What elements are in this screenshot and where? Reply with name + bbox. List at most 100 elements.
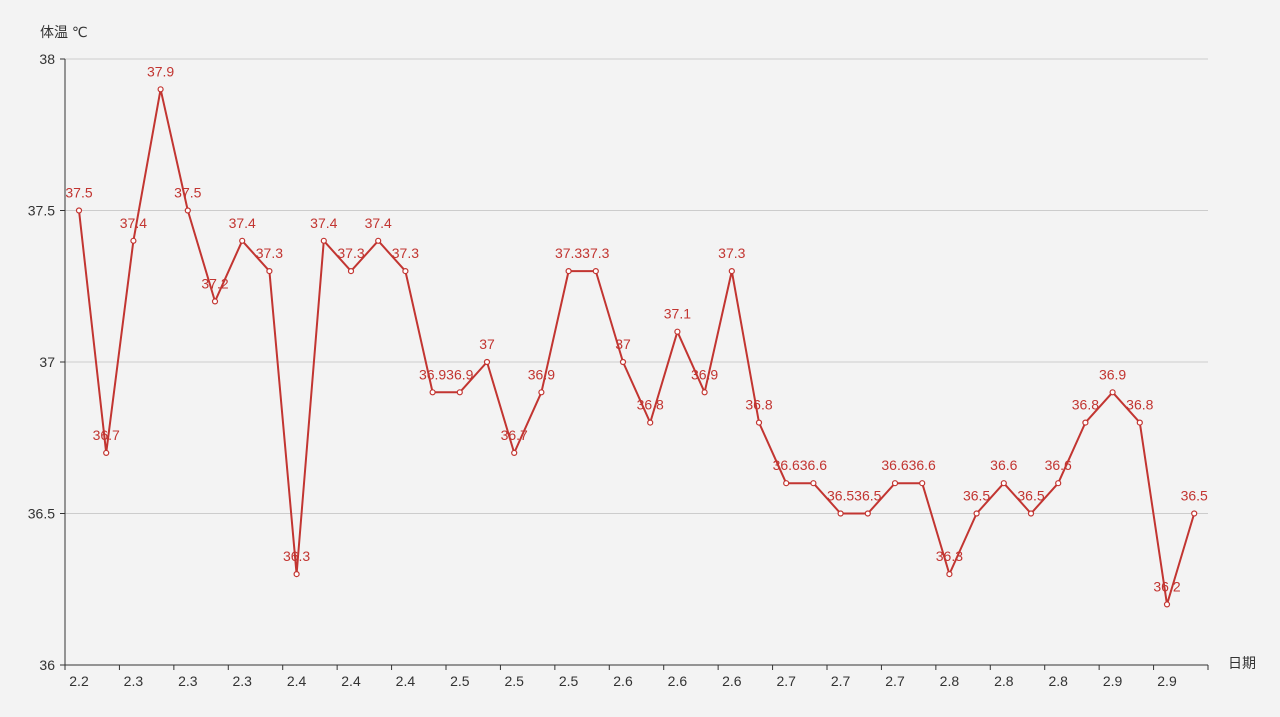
- x-tick-label: 2.6: [668, 673, 688, 689]
- data-label: 36.5: [1017, 488, 1044, 504]
- data-point: [1109, 389, 1116, 396]
- data-label: 36.6: [909, 457, 936, 473]
- data-point: [75, 207, 83, 214]
- data-point: [511, 449, 518, 456]
- data-label: 36.5: [854, 488, 881, 504]
- data-label: 36.7: [501, 427, 528, 443]
- y-tick-label: 38: [39, 51, 55, 67]
- data-label: 37.2: [201, 275, 228, 291]
- data-point: [239, 237, 246, 244]
- data-point: [402, 268, 409, 275]
- data-point: [375, 237, 382, 244]
- data-label: 36.5: [827, 488, 854, 504]
- data-point: [755, 419, 763, 426]
- x-tick-label: 2.2: [69, 673, 89, 689]
- data-point: [347, 268, 355, 275]
- x-tick-label: 2.7: [776, 673, 796, 689]
- x-tick-label: 2.3: [124, 673, 144, 689]
- data-label: 37.3: [555, 245, 582, 261]
- x-tick-label: 2.4: [341, 673, 361, 689]
- data-point: [1027, 510, 1035, 517]
- y-axis-ticks: 36 36.5 37 37.5 38: [28, 51, 65, 673]
- y-axis-title: 体温 ℃: [40, 24, 88, 40]
- x-tick-label: 2.6: [722, 673, 742, 689]
- data-label: 37.5: [174, 185, 201, 201]
- data-point: [592, 268, 599, 275]
- data-label: 37.4: [229, 215, 256, 231]
- data-label: 36.6: [990, 457, 1017, 473]
- grid-lines: [65, 58, 1208, 514]
- data-point: [701, 389, 708, 396]
- data-point: [320, 237, 327, 244]
- x-tick-label: 2.4: [287, 673, 307, 689]
- data-label: 36.3: [936, 548, 963, 564]
- data-point: [184, 207, 191, 214]
- data-point: [266, 268, 273, 275]
- x-tick-label: 2.8: [1048, 673, 1068, 689]
- data-point: [919, 480, 926, 487]
- data-label: 37.3: [392, 245, 419, 261]
- data-point: [1000, 480, 1007, 487]
- x-axis-ticks: 2.2 2.3 2.3 2.3 2.4 2.4 2.4 2.5 2.5 2.5 2.6 2.6 2.6 2…: [64, 665, 1209, 689]
- data-point: [864, 510, 871, 517]
- data-label: 36.8: [1072, 397, 1099, 413]
- x-tick-label: 2.4: [396, 673, 416, 689]
- data-label: 37.4: [365, 215, 392, 231]
- data-label: 36.2: [1153, 578, 1180, 594]
- data-label: 36.6: [1045, 457, 1072, 473]
- data-point: [103, 449, 110, 456]
- data-point: [293, 570, 300, 578]
- data-point: [647, 419, 654, 426]
- data-label: 37.9: [147, 63, 174, 79]
- data-point: [837, 510, 844, 517]
- y-tick-label: 37: [39, 354, 55, 370]
- data-label: 36.5: [1181, 488, 1208, 504]
- data-label: 36.9: [419, 366, 446, 382]
- data-label: 37.3: [256, 245, 283, 261]
- data-label: 37: [479, 336, 495, 352]
- y-tick-label: 36: [39, 657, 55, 673]
- data-point: [211, 298, 219, 305]
- x-tick-label: 2.7: [831, 673, 851, 689]
- data-label: 36.9: [691, 366, 718, 382]
- data-point: [157, 86, 164, 93]
- data-point: [1055, 480, 1062, 487]
- data-point: [429, 389, 436, 396]
- data-point: [728, 268, 735, 275]
- x-tick-label: 2.5: [504, 673, 524, 689]
- data-label: 36.9: [1099, 366, 1126, 382]
- x-tick-label: 2.9: [1157, 673, 1177, 689]
- data-label: 36.6: [881, 457, 908, 473]
- data-point: [538, 389, 545, 396]
- x-tick-label: 2.3: [178, 673, 198, 689]
- data-point: [483, 358, 491, 366]
- data-point: [565, 268, 572, 275]
- x-tick-label: 2.9: [1103, 673, 1123, 689]
- x-tick-label: 2.6: [613, 673, 633, 689]
- data-label: 36.5: [963, 488, 990, 504]
- x-tick-label: 2.5: [559, 673, 579, 689]
- data-point: [674, 328, 681, 335]
- data-point: [456, 389, 463, 396]
- data-labels: 37.536.737.437.937.537.237.437.336.337.4…: [65, 63, 1208, 594]
- data-label: 36.7: [93, 427, 120, 443]
- data-point: [619, 358, 627, 366]
- data-point: [973, 510, 980, 517]
- data-label: 37.3: [582, 245, 609, 261]
- y-tick-label: 36.5: [28, 506, 55, 522]
- data-point: [946, 570, 953, 578]
- y-tick-label: 37.5: [28, 203, 55, 219]
- data-label: 36.9: [528, 366, 555, 382]
- data-label: 36.9: [446, 366, 473, 382]
- data-point: [1191, 510, 1198, 517]
- x-axis-title: 日期: [1228, 655, 1256, 671]
- data-label: 37.5: [65, 185, 92, 201]
- data-label: 36.6: [800, 457, 827, 473]
- data-label: 36.6: [773, 457, 800, 473]
- data-point: [810, 480, 817, 487]
- data-point: [891, 480, 899, 487]
- data-point: [1082, 419, 1089, 426]
- x-tick-label: 2.8: [940, 673, 960, 689]
